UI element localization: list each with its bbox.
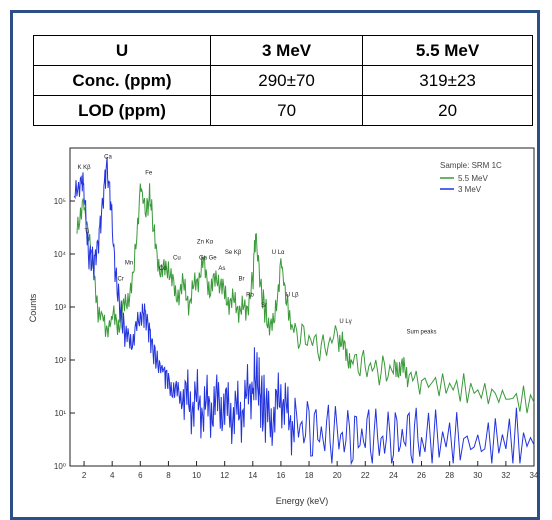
table-cell: 290±70 (209, 65, 364, 96)
y-tick-label: 10³ (54, 303, 66, 312)
legend: Sample: SRM 1C 5.5 MeV 3 MeV (440, 161, 502, 194)
x-tick-label: 8 (166, 471, 171, 480)
x-tick-label: 22 (361, 471, 370, 480)
table-header-element: U (33, 35, 211, 66)
peak-label: Sum peaks (407, 330, 437, 336)
peak-label: U Lγ (339, 319, 351, 325)
peak-label: As (218, 266, 225, 272)
peak-label: Se Kβ (225, 250, 242, 256)
x-tick-label: 26 (417, 471, 426, 480)
x-tick-label: 14 (248, 471, 257, 480)
peak-label: Fe (145, 171, 153, 177)
y-tick-label: 10⁵ (54, 197, 66, 206)
table-row-label: LOD (ppm) (33, 95, 211, 126)
table-cell: 70 (209, 95, 364, 126)
x-tick-label: 30 (473, 471, 482, 480)
x-tick-label: 28 (445, 471, 454, 480)
x-tick-label: 24 (389, 471, 398, 480)
table-row: LOD (ppm) 70 20 (33, 95, 533, 126)
peak-label: Zn Kα (197, 239, 214, 245)
series-line-55mev (76, 183, 535, 414)
x-tick-label: 6 (138, 471, 143, 480)
legend-title: Sample: SRM 1C (440, 161, 502, 170)
x-axis-ticks: 2 4 6 8 10 12 14 16 18 20 22 24 26 28 30 32 34 (82, 461, 539, 480)
peak-label: Mn (125, 261, 133, 267)
x-tick-label: 34 (530, 471, 539, 480)
x-tick-label: 18 (305, 471, 314, 480)
table-cell: 319±23 (362, 65, 533, 96)
table-header-row: U 3 MeV 5.5 MeV (33, 35, 533, 66)
peak-label: Cr (117, 277, 123, 283)
y-tick-label: 10² (54, 356, 66, 365)
table-cell: 20 (362, 95, 533, 126)
peak-label: Cu (173, 255, 181, 261)
peak-label: Ga Ge (199, 255, 217, 261)
x-tick-label: 4 (110, 471, 115, 480)
table-header-55mev: 5.5 MeV (362, 35, 533, 66)
x-tick-label: 12 (220, 471, 229, 480)
y-tick-label: 10⁰ (54, 462, 66, 471)
peak-label: Rb (246, 292, 254, 298)
y-tick-label: 10¹ (54, 409, 66, 418)
peak-label: K Kβ (77, 165, 91, 171)
y-axis-ticks: 10⁰ 10¹ 10² 10³ 10⁴ 10⁵ (54, 197, 75, 471)
y-axis-label: Counts (28, 293, 38, 322)
table-row-label: Conc. (ppm) (33, 65, 211, 96)
peak-label: Co (159, 266, 167, 272)
table-row: Conc. (ppm) 290±70 319±23 (33, 65, 533, 96)
legend-entry-3mev: 3 MeV (458, 185, 482, 194)
peak-label: U Lβ (286, 292, 299, 298)
peak-label: Ti (84, 229, 89, 235)
x-tick-label: 20 (333, 471, 342, 480)
peak-label: Br (239, 277, 245, 283)
series-line-3mev (73, 156, 535, 466)
peak-label: Ca (104, 155, 112, 161)
x-tick-label: 10 (192, 471, 201, 480)
x-tick-label: 2 (82, 471, 87, 480)
series-lines (73, 156, 535, 466)
legend-entry-55mev: 5.5 MeV (458, 174, 488, 183)
y-tick-label: 10⁴ (54, 250, 67, 259)
x-tick-label: 16 (276, 471, 285, 480)
table-header-3mev: 3 MeV (209, 35, 364, 66)
x-tick-label: 32 (501, 471, 510, 480)
x-axis-label: Energy (keV) (276, 496, 329, 506)
peak-label: Sr (261, 303, 267, 309)
concentration-table: U 3 MeV 5.5 MeV Conc. (ppm) 290±70 319±2… (33, 35, 533, 126)
peak-label: U Lα (272, 250, 285, 256)
